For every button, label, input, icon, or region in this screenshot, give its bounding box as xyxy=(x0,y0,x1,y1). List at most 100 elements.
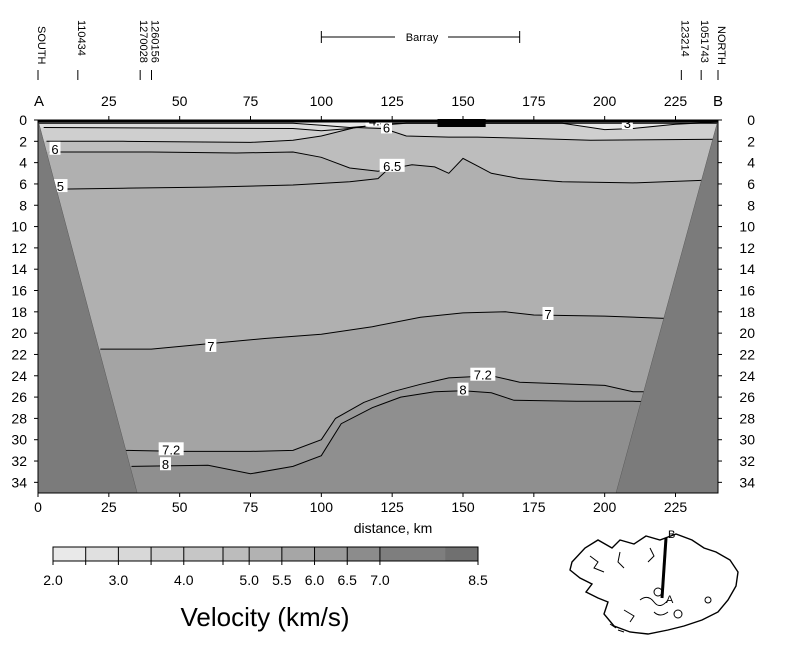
contour-line-8 xyxy=(131,390,718,475)
y-tick-label-left: 8 xyxy=(19,197,27,213)
colorbar-tick-label: 5.5 xyxy=(272,572,292,588)
left-wedge xyxy=(38,120,138,493)
y-tick-label-left: 12 xyxy=(11,240,27,256)
y-tick-label-right: 26 xyxy=(739,389,755,405)
colorbar-segment xyxy=(347,547,380,561)
y-tick-label-left: 6 xyxy=(19,176,27,192)
contour-line-6.5 xyxy=(49,151,718,184)
top-layer-markers xyxy=(38,119,718,127)
fjords xyxy=(589,547,655,573)
iceland-outline xyxy=(569,533,739,635)
profile-line xyxy=(660,537,668,599)
velocity-fill-bands xyxy=(38,120,718,493)
contour-label: 6.5 xyxy=(383,159,401,174)
y-tick-label-right: 14 xyxy=(739,261,755,277)
x-tick-label-bottom: 75 xyxy=(243,499,259,515)
y-tick-label-right: 20 xyxy=(739,325,755,341)
contour-label-bg xyxy=(49,141,61,155)
colorbar-tick-label: 5.0 xyxy=(239,572,259,588)
end-label-right: B xyxy=(713,93,723,110)
y-tick-label-right: 28 xyxy=(739,410,755,426)
station-label: 1051743 xyxy=(698,20,710,63)
colorbar-tick-label: 2.0 xyxy=(43,572,63,588)
contour-label-bg xyxy=(381,120,392,134)
x-tick-label-top: 150 xyxy=(451,93,475,109)
contour-label-bg xyxy=(457,382,469,396)
x-axis-label: distance, km xyxy=(354,520,433,536)
y-tick-label-right: 4 xyxy=(747,155,755,171)
profile-label-north: B xyxy=(668,529,675,541)
colorbar-tick-label: 7.0 xyxy=(370,572,390,588)
x-tick-label-bottom: 150 xyxy=(451,499,475,515)
contour-label: 4.5 xyxy=(369,114,387,129)
station-label: 110434 xyxy=(75,20,87,56)
x-tick-label-top: 25 xyxy=(101,93,117,109)
y-tick-label-right: 34 xyxy=(739,474,755,490)
x-tick-label-top: 200 xyxy=(593,93,617,109)
plot-frame xyxy=(37,119,719,494)
y-tick-label-right: 22 xyxy=(739,346,755,362)
x-tick-label-top: 75 xyxy=(243,93,259,109)
colorbar-title: Velocity (km/s) xyxy=(180,602,349,632)
colorbar-segment xyxy=(223,547,250,561)
y-tick-label-left: 28 xyxy=(11,410,27,426)
y-tick-label-right: 32 xyxy=(739,453,755,469)
station-label: 123214 xyxy=(678,20,690,57)
contour-label-bg xyxy=(379,158,405,172)
colorbar-segment xyxy=(53,547,86,561)
y-tick-label-left: 24 xyxy=(11,368,27,384)
colorbar-segment xyxy=(445,547,478,561)
colorbar-segment xyxy=(249,547,282,561)
contour-label: 8 xyxy=(162,457,169,472)
x-tick-label-top: 225 xyxy=(664,93,688,109)
y-tick-label-right: 0 xyxy=(747,112,755,128)
y-tick-label-left: 2 xyxy=(19,133,27,149)
profile-label-south: A xyxy=(666,594,674,606)
x-tick-label-bottom: 100 xyxy=(310,499,334,515)
y-tick-label-right: 6 xyxy=(747,176,755,192)
y-tick-label-left: 34 xyxy=(11,474,27,490)
colorbar-segment xyxy=(183,547,223,561)
colorbar-tick-label: 6.0 xyxy=(305,572,325,588)
contour-label: 3 xyxy=(624,116,631,131)
y-tick-label-left: 4 xyxy=(19,155,27,171)
contour-label: 7 xyxy=(544,307,551,322)
y-tick-label-right: 18 xyxy=(739,304,755,320)
volcano-marker xyxy=(673,609,683,619)
colorbar-segment xyxy=(281,547,315,561)
y-tick-label-left: 0 xyxy=(19,112,27,128)
x-axis: 0 25 25 50 50 75 75 100 100 125 125 150 150 175 175 200… xyxy=(34,93,723,536)
array-label: Barray xyxy=(406,32,439,44)
x-tick-label-bottom: 50 xyxy=(172,499,188,515)
array-block xyxy=(437,119,486,127)
contour-label-bg xyxy=(365,120,391,127)
colorbar-segment xyxy=(85,547,119,561)
contour-label: 7.2 xyxy=(474,368,492,383)
end-label-left: A xyxy=(34,93,44,110)
colorbar: 2.0 3.0 4.0 5.0 5.5 6.0 6.5 7.0 8.5 Velocity (km/… xyxy=(43,546,488,632)
direction-label-south: SOUTH xyxy=(35,26,47,65)
colorbar-tick-label: 3.0 xyxy=(109,572,129,588)
y-tick-label-left: 22 xyxy=(11,346,27,362)
x-tick-label-bottom: 25 xyxy=(101,499,117,515)
colorbar-tick-label: 6.5 xyxy=(337,572,357,588)
y-tick-label-right: 12 xyxy=(739,240,755,256)
y-tick-label-left: 16 xyxy=(11,283,27,299)
unresolved-wedges xyxy=(38,120,718,493)
contour-label-bg xyxy=(542,306,554,320)
station-label: 1260156 xyxy=(149,20,161,63)
colorbar-segment xyxy=(118,547,152,561)
header-annotations: SOUTH NORTH 110434 1270028 1260156 123214 1051… xyxy=(35,20,727,80)
y-tick-label-left: 10 xyxy=(11,219,27,235)
y-tick-label-left: 18 xyxy=(11,304,27,320)
y-tick-label-right: 24 xyxy=(739,368,755,384)
y-tick-label-left: 30 xyxy=(11,432,27,448)
volcano-marker xyxy=(704,596,712,604)
y-tick-label-left: 20 xyxy=(11,325,27,341)
station-label: 1270028 xyxy=(137,20,149,63)
x-tick-label-top: 125 xyxy=(380,93,404,109)
contour-line-6.5 xyxy=(52,167,390,190)
contour-label: 6 xyxy=(383,120,390,135)
